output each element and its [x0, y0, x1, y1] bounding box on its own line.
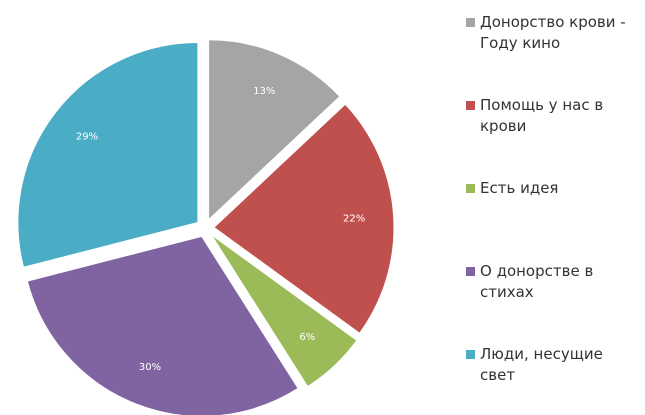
data-label: 29%: [76, 131, 98, 142]
legend-swatch: [466, 184, 475, 193]
legend-label: О донорстве в стихах: [480, 262, 594, 301]
legend-entry: Есть идея: [466, 178, 640, 199]
legend-swatch: [466, 350, 475, 359]
legend-label: Помощь у нас в крови: [480, 96, 604, 135]
data-label: 6%: [299, 332, 315, 343]
legend-entry: Люди, несущие свет: [466, 344, 640, 386]
pie-slice: [213, 103, 395, 334]
legend-label: Люди, несущие свет: [480, 345, 603, 384]
legend-swatch: [466, 267, 475, 276]
data-label: 22%: [343, 214, 365, 225]
pie-slice: [26, 235, 299, 415]
legend-entry: Помощь у нас в крови: [466, 95, 640, 137]
legend-swatch: [466, 101, 475, 110]
legend-label: Донорство крови - Году кино: [480, 13, 626, 52]
legend-entry: О донорстве в стихах: [466, 261, 640, 303]
legend-swatch: [466, 18, 475, 27]
data-label: 13%: [253, 86, 275, 97]
pie-slice: [17, 41, 199, 268]
legend-entry: Донорство крови - Году кино: [466, 12, 640, 54]
legend-label: Есть идея: [480, 179, 559, 197]
pie-slice: [210, 234, 358, 388]
pie-slice: [208, 39, 341, 221]
pie: 13% 22% 6% 30% 29%: [17, 39, 395, 415]
data-label: 30%: [139, 362, 161, 373]
